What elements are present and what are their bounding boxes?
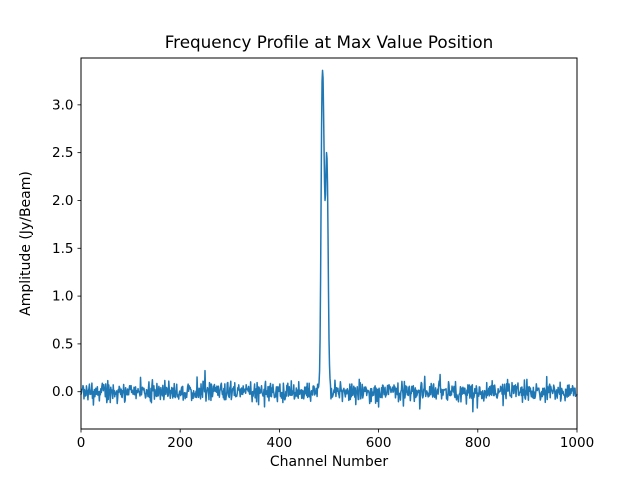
y-tick-label: 3.0 <box>52 97 73 113</box>
chart-title: Frequency Profile at Max Value Position <box>165 32 494 52</box>
plot-series-group <box>80 69 578 413</box>
plot-area-border <box>80 57 578 430</box>
y-tick-label: 0.5 <box>52 336 73 352</box>
x-tick-label: 200 <box>167 435 193 451</box>
x-tick-label: 400 <box>267 435 293 451</box>
y-axis-label: Amplitude (Jy/Beam) <box>18 171 34 316</box>
y-tick-label: 2.0 <box>52 193 73 209</box>
x-axis-ticks: 0 200 400 600 800 1000 <box>77 429 594 451</box>
x-tick-label: 600 <box>366 435 392 451</box>
y-tick-label: 0.0 <box>52 384 73 400</box>
x-tick-label: 0 <box>77 435 86 451</box>
data-line <box>80 69 578 413</box>
x-axis-label: Channel Number <box>270 454 388 470</box>
y-tick-label: 1.5 <box>52 241 73 257</box>
x-tick-label: 1000 <box>560 435 594 451</box>
y-axis-ticks: 0.0 0.5 1.0 1.5 2.0 2.5 3.0 <box>52 97 81 400</box>
y-tick-label: 2.5 <box>52 145 73 161</box>
x-tick-label: 800 <box>465 435 491 451</box>
y-tick-label: 1.0 <box>52 289 73 305</box>
